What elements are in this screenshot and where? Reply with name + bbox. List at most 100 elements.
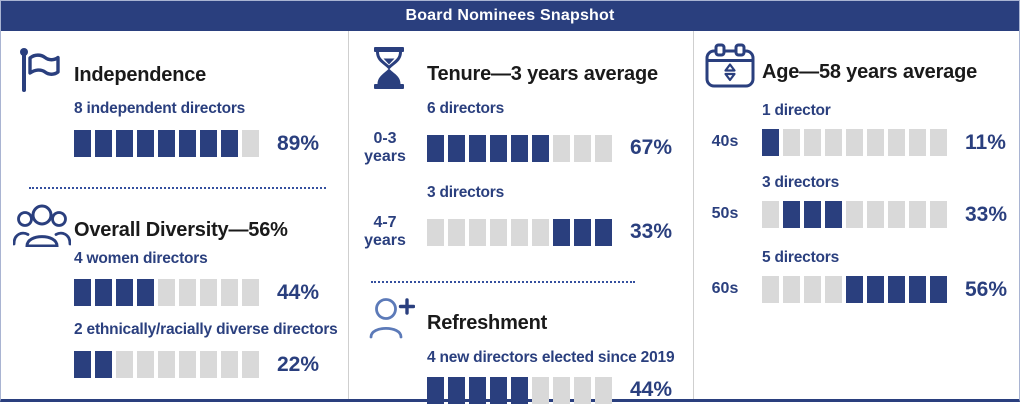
metric-caption: 5 directors (762, 249, 840, 266)
panel-age-header: Age—58 years average (704, 43, 1019, 89)
unit-cell-empty (867, 201, 884, 228)
unit-cell-empty (116, 351, 133, 378)
unit-bar-row: 44% (74, 279, 348, 306)
panel-independence-heading: Independence (74, 64, 207, 86)
column-tenure-refreshment: Tenure—3 years average 6 directors 0-3 y… (348, 31, 693, 404)
flag-icon (17, 46, 74, 92)
unit-cell-empty (158, 351, 175, 378)
unit-cell-empty (221, 279, 238, 306)
percent-label: 67% (630, 136, 673, 160)
unit-cell-empty (846, 201, 863, 228)
percent-label: 44% (630, 378, 673, 402)
unit-cell-empty (825, 276, 842, 303)
card-content: Independence 8 independent directors 89% (1, 31, 1019, 404)
panel-tenure-heading: Tenure—3 years average (427, 63, 658, 85)
unit-cell-filled (574, 218, 591, 246)
unit-cell-empty (888, 201, 905, 228)
unit-bar (74, 130, 259, 157)
unit-cell-empty (553, 134, 570, 162)
unit-bar (762, 276, 947, 303)
unit-cell-filled (95, 130, 112, 157)
percent-label: 89% (277, 131, 320, 155)
unit-bar (427, 218, 612, 246)
unit-cell-empty (179, 351, 196, 378)
unit-cell-empty (930, 129, 947, 156)
dotted-divider (371, 280, 635, 283)
percent-label: 22% (277, 352, 320, 376)
unit-cell-filled (137, 130, 154, 157)
unit-cell-filled (909, 276, 926, 303)
unit-cell-empty (179, 279, 196, 306)
unit-cell-empty (595, 134, 612, 162)
unit-bar (762, 201, 947, 228)
unit-cell-empty (930, 201, 947, 228)
row-label: 50s (711, 205, 739, 223)
row-label: 4-7 years (364, 213, 406, 250)
dotted-divider (29, 187, 326, 189)
panel-age-heading: Age—58 years average (762, 61, 978, 83)
unit-cell-filled (469, 376, 486, 404)
unit-bar (74, 351, 259, 378)
title-bar: Board Nominees Snapshot (1, 1, 1019, 31)
unit-cell-filled (427, 376, 444, 404)
unit-cell-filled (116, 130, 133, 157)
unit-cell-empty (511, 218, 528, 246)
unit-cell-empty (448, 218, 465, 246)
column-age: Age—58 years average 1 director 40s 11% … (693, 31, 1019, 399)
unit-bar (427, 376, 612, 404)
unit-cell-empty (221, 351, 238, 378)
calendar-icon (704, 43, 762, 89)
unit-cell-filled (783, 201, 800, 228)
metric-caption: 6 directors (427, 100, 505, 117)
unit-cell-empty (867, 129, 884, 156)
unit-cell-empty (242, 130, 259, 157)
unit-cell-empty (574, 134, 591, 162)
unit-cell-filled (221, 130, 238, 157)
metric-caption: 8 independent directors (74, 100, 246, 117)
unit-cell-filled (490, 376, 507, 404)
unit-cell-empty (909, 129, 926, 156)
unit-cell-filled (804, 201, 821, 228)
unit-cell-empty (532, 218, 549, 246)
unit-cell-filled (888, 276, 905, 303)
unit-bar-row: 50s 33% (694, 201, 1019, 228)
unit-cell-filled (74, 130, 91, 157)
unit-cell-empty (427, 218, 444, 246)
unit-cell-filled (95, 351, 112, 378)
unit-cell-empty (574, 376, 591, 404)
unit-cell-empty (200, 279, 217, 306)
unit-cell-empty (846, 129, 863, 156)
unit-bar-row: 60s 56% (694, 276, 1019, 303)
column-independence-diversity: Independence 8 independent directors 89% (1, 31, 348, 399)
panel-refreshment-heading: Refreshment (427, 311, 548, 334)
unit-cell-empty (242, 351, 259, 378)
metric-caption: 4 new directors elected since 2019 (427, 348, 675, 366)
unit-cell-empty (532, 376, 549, 404)
unit-cell-empty (595, 376, 612, 404)
percent-label: 33% (630, 220, 673, 244)
metric-caption: 3 directors (427, 183, 505, 201)
percent-label: 11% (965, 130, 1006, 154)
unit-cell-empty (200, 351, 217, 378)
unit-cell-empty (490, 218, 507, 246)
unit-cell-empty (783, 276, 800, 303)
unit-cell-filled (74, 351, 91, 378)
percent-label: 56% (965, 277, 1008, 301)
unit-cell-filled (930, 276, 947, 303)
unit-cell-filled (867, 276, 884, 303)
unit-cell-empty (825, 129, 842, 156)
unit-cell-filled (74, 279, 91, 306)
unit-cell-empty (909, 201, 926, 228)
unit-cell-filled (846, 276, 863, 303)
panel-diversity-heading: Overall Diversity—56% (74, 219, 288, 241)
panel-independence-header: Independence (17, 46, 348, 92)
unit-cell-filled (825, 201, 842, 228)
unit-cell-filled (762, 129, 779, 156)
unit-cell-filled (95, 279, 112, 306)
row-label: 60s (711, 280, 739, 298)
unit-cell-empty (804, 276, 821, 303)
panel-tenure-header: Tenure—3 years average (367, 45, 693, 91)
unit-bar (762, 129, 947, 156)
unit-cell-filled (448, 376, 465, 404)
unit-bar-row: 4-7 years 33% (349, 214, 693, 251)
